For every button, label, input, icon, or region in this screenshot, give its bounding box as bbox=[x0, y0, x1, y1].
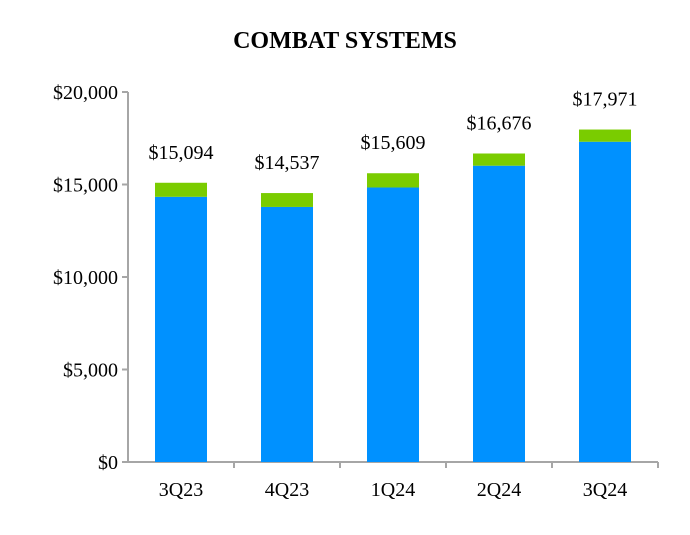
total-label: $15,609 bbox=[361, 132, 426, 154]
bar-segment-0 bbox=[473, 165, 525, 463]
bar-segment-0 bbox=[155, 196, 207, 463]
total-label: $17,971 bbox=[573, 89, 638, 111]
y-tick-label: $0 bbox=[98, 452, 118, 474]
bar-segment-0 bbox=[579, 141, 631, 462]
bar-segment-0 bbox=[261, 206, 313, 462]
bar-segment-1 bbox=[261, 193, 313, 207]
x-tick-label: 3Q23 bbox=[159, 479, 203, 501]
y-tick-label: $15,000 bbox=[53, 175, 118, 197]
total-label: $15,094 bbox=[149, 142, 214, 164]
y-tick-label: $5,000 bbox=[63, 360, 118, 382]
bar-segment-1 bbox=[473, 153, 525, 166]
y-tick-label: $20,000 bbox=[53, 82, 118, 104]
total-label: $14,537 bbox=[255, 152, 320, 174]
x-tick-label: 1Q24 bbox=[371, 479, 415, 501]
bar-segment-1 bbox=[579, 129, 631, 142]
y-tick-label: $10,000 bbox=[53, 267, 118, 289]
x-tick-label: 4Q23 bbox=[265, 479, 309, 501]
bar-segment-1 bbox=[155, 182, 207, 197]
x-tick-label: 2Q24 bbox=[477, 479, 521, 501]
total-label: $16,676 bbox=[467, 112, 532, 134]
bar-segment-0 bbox=[367, 187, 419, 462]
bar-segment-1 bbox=[367, 173, 419, 188]
x-tick-label: 3Q24 bbox=[583, 479, 627, 501]
chart-title: COMBAT SYSTEMS bbox=[233, 28, 457, 54]
